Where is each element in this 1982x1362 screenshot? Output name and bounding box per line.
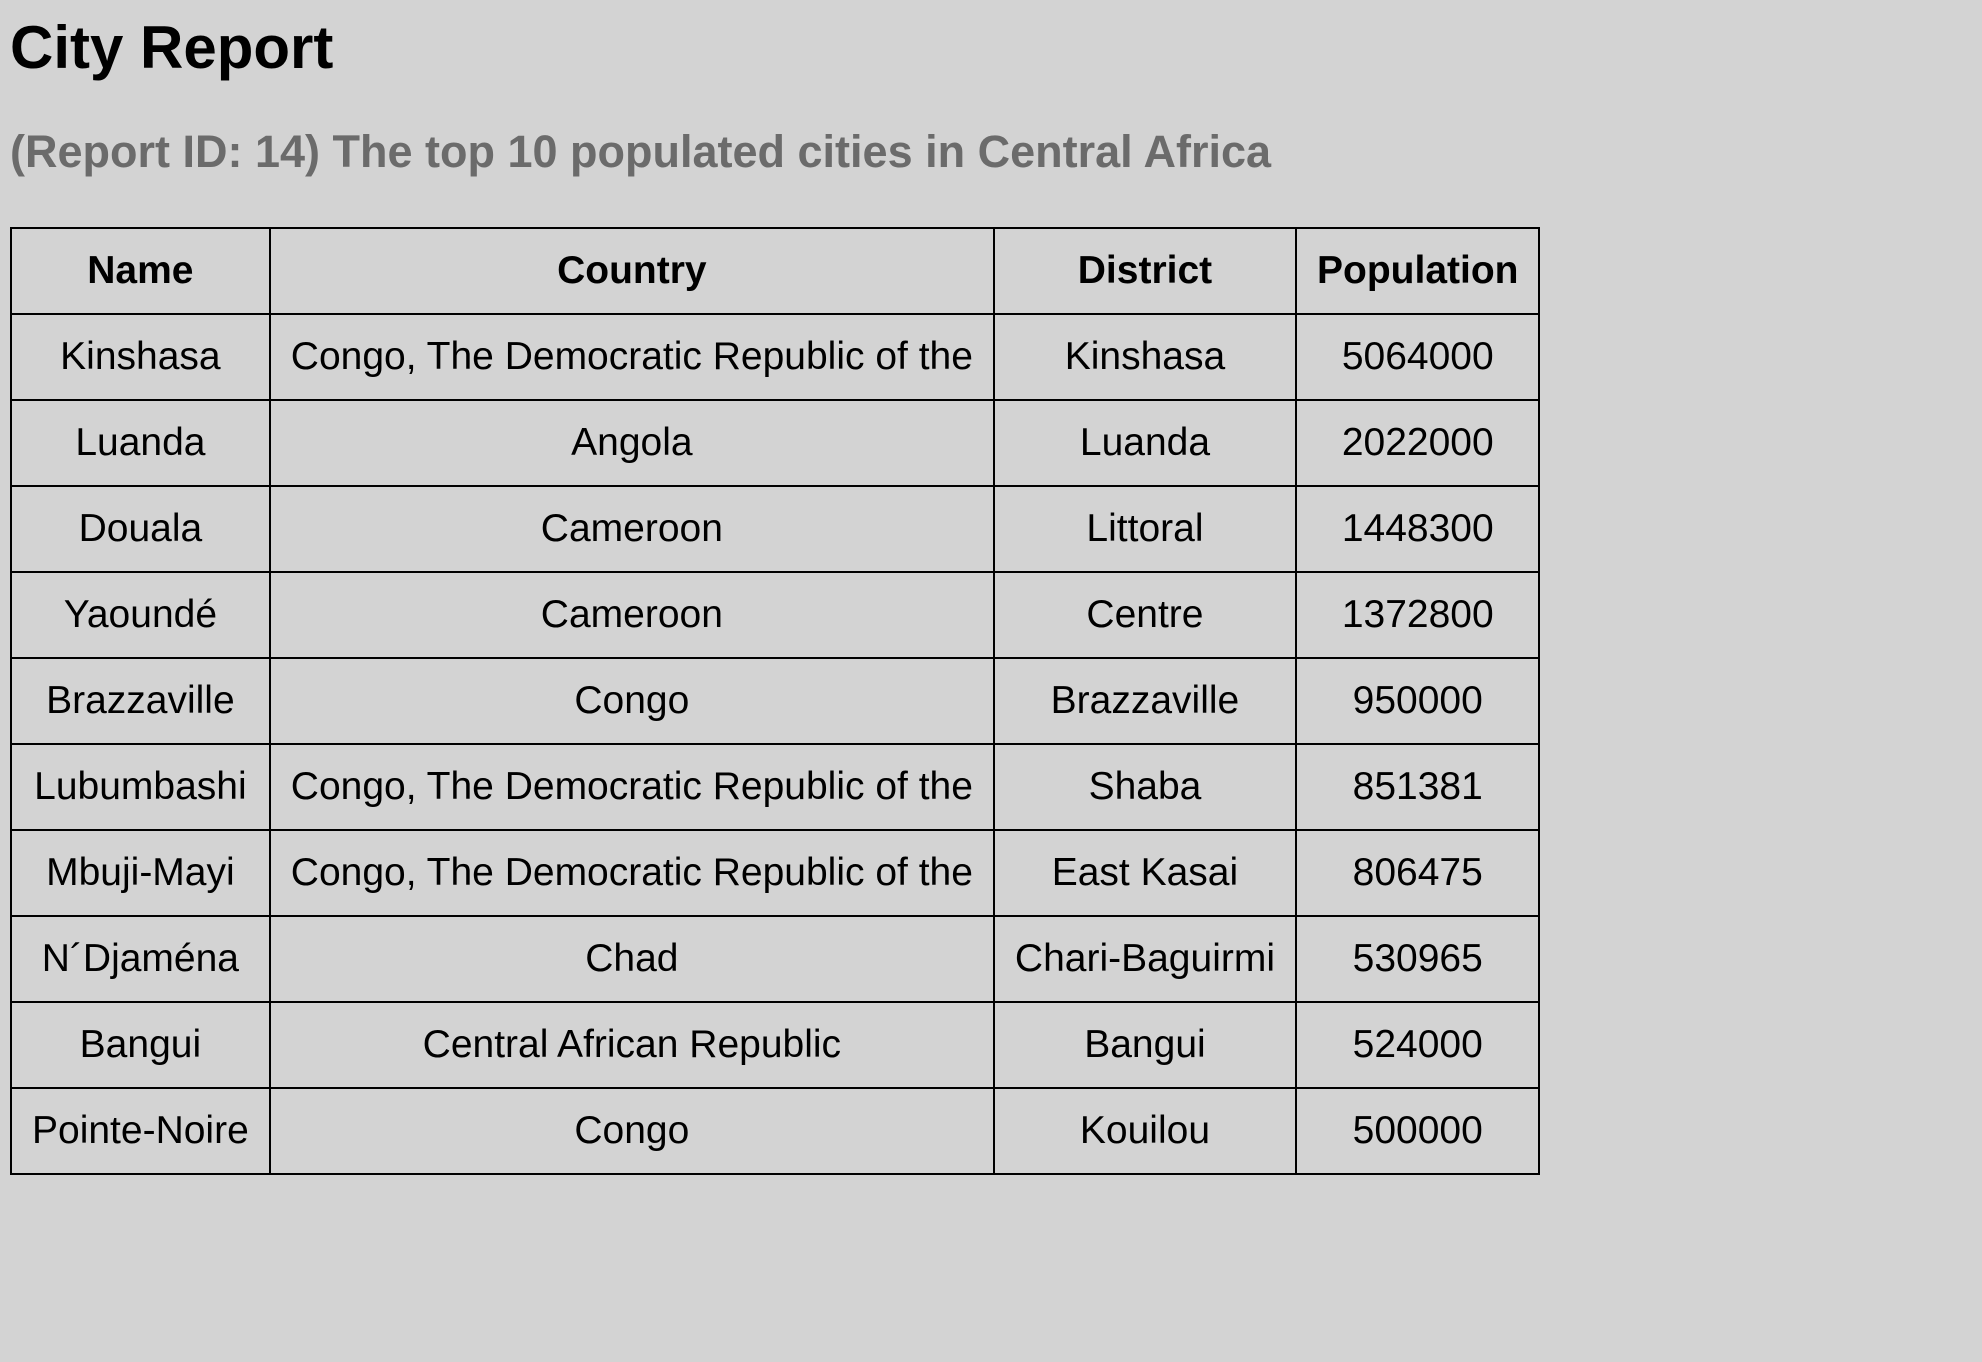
country-cell: Congo, The Democratic Republic of the <box>268 829 995 917</box>
city-table: Name Country District Population Kinshas… <box>10 227 1541 1175</box>
column-header-population: Population <box>1294 227 1541 315</box>
city-name-cell: Douala <box>10 485 271 573</box>
country-cell: Congo <box>268 657 995 745</box>
population-cell: 2022000 <box>1294 399 1541 487</box>
country-cell: Congo, The Democratic Republic of the <box>268 743 995 831</box>
country-cell: Congo, The Democratic Republic of the <box>268 313 995 401</box>
district-cell: Chari-Baguirmi <box>992 915 1298 1003</box>
district-cell: Bangui <box>992 1001 1298 1089</box>
city-name-cell: Kinshasa <box>10 313 271 401</box>
table-row: N´Djaména Chad Chari-Baguirmi 530965 <box>10 915 1541 1003</box>
district-cell: Luanda <box>992 399 1298 487</box>
population-cell: 1372800 <box>1294 571 1541 659</box>
population-cell: 950000 <box>1294 657 1541 745</box>
population-cell: 1448300 <box>1294 485 1541 573</box>
population-cell: 806475 <box>1294 829 1541 917</box>
city-name-cell: Lubumbashi <box>10 743 271 831</box>
population-cell: 5064000 <box>1294 313 1541 401</box>
table-row: Brazzaville Congo Brazzaville 950000 <box>10 657 1541 745</box>
city-name-cell: Luanda <box>10 399 271 487</box>
table-row: Bangui Central African Republic Bangui 5… <box>10 1001 1541 1089</box>
district-cell: East Kasai <box>992 829 1298 917</box>
city-name-cell: Pointe-Noire <box>10 1087 271 1175</box>
district-cell: Brazzaville <box>992 657 1298 745</box>
country-cell: Cameroon <box>268 485 995 573</box>
country-cell: Central African Republic <box>268 1001 995 1089</box>
table-row: Douala Cameroon Littoral 1448300 <box>10 485 1541 573</box>
population-cell: 851381 <box>1294 743 1541 831</box>
report-subtitle: (Report ID: 14) The top 10 populated cit… <box>10 126 1272 177</box>
country-cell: Chad <box>268 915 995 1003</box>
city-name-cell: N´Djaména <box>10 915 271 1003</box>
column-header-name: Name <box>10 227 271 315</box>
report-page: City Report (Report ID: 14) The top 10 p… <box>10 14 1541 1175</box>
population-cell: 500000 <box>1294 1087 1541 1175</box>
district-cell: Kouilou <box>992 1087 1298 1175</box>
table-row: Luanda Angola Luanda 2022000 <box>10 399 1541 487</box>
city-name-cell: Bangui <box>10 1001 271 1089</box>
city-name-cell: Brazzaville <box>10 657 271 745</box>
table-row: Pointe-Noire Congo Kouilou 500000 <box>10 1087 1541 1175</box>
district-cell: Kinshasa <box>992 313 1298 401</box>
table-row: Kinshasa Congo, The Democratic Republic … <box>10 313 1541 401</box>
table-row: Lubumbashi Congo, The Democratic Republi… <box>10 743 1541 831</box>
table-header-row: Name Country District Population <box>10 227 1541 315</box>
district-cell: Shaba <box>992 743 1298 831</box>
city-name-cell: Mbuji-Mayi <box>10 829 271 917</box>
column-header-country: Country <box>268 227 995 315</box>
district-cell: Littoral <box>992 485 1298 573</box>
population-cell: 530965 <box>1294 915 1541 1003</box>
city-name-cell: Yaoundé <box>10 571 271 659</box>
population-cell: 524000 <box>1294 1001 1541 1089</box>
table-row: Yaoundé Cameroon Centre 1372800 <box>10 571 1541 659</box>
country-cell: Cameroon <box>268 571 995 659</box>
table-row: Mbuji-Mayi Congo, The Democratic Republi… <box>10 829 1541 917</box>
column-header-district: District <box>992 227 1298 315</box>
country-cell: Congo <box>268 1087 995 1175</box>
country-cell: Angola <box>268 399 995 487</box>
district-cell: Centre <box>992 571 1298 659</box>
page-title: City Report <box>10 14 334 81</box>
